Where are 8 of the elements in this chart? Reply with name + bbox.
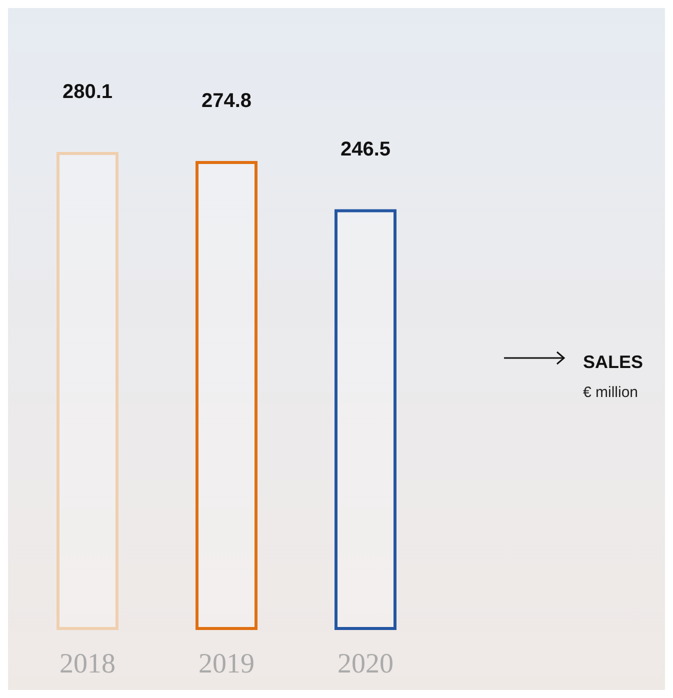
x-tick-label: 2020 [338,648,394,680]
x-tick-label: 2018 [60,648,116,680]
data-label: 280.1 [62,80,113,103]
data-label: 274.8 [201,90,252,112]
text: € million [583,384,638,401]
text: SALES [583,352,644,372]
x-tick-label: 2019 [198,648,254,680]
data-label: 246.5 [340,138,391,160]
